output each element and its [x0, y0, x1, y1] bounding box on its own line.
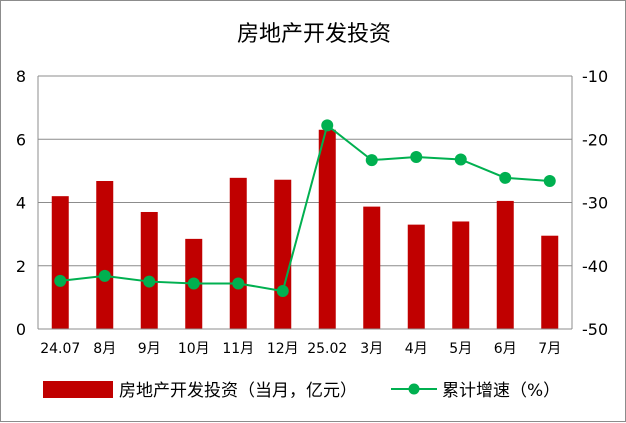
bar: [496, 200, 514, 329]
line-point: [410, 150, 423, 163]
bar: [452, 221, 470, 329]
x-axis-tick-label: 4月: [405, 341, 428, 357]
legend-line-label: 累计增速（%）: [442, 381, 560, 401]
bar: [140, 211, 158, 329]
legend-bar-label: 房地产开发投资（当月，亿元）: [119, 381, 357, 401]
legend-line-marker: [408, 383, 420, 395]
chart-title: 房地产开发投资: [237, 22, 391, 47]
line-point: [232, 277, 245, 290]
line-point: [365, 154, 378, 167]
axes: 0 2 4 6 8 -50 -40 -30 -20 -10 24.07 8月 9月 10月 11月 12月 25…: [16, 67, 608, 357]
left-axis-tick-label: 0: [16, 320, 26, 339]
line-point: [543, 174, 556, 187]
line-point: [321, 119, 334, 132]
right-axis-tick-label: -50: [582, 320, 608, 339]
bar: [541, 235, 559, 329]
left-axis-tick-label: 8: [16, 67, 26, 86]
x-axis-tick-label: 5月: [449, 341, 472, 357]
line-point: [276, 285, 289, 298]
right-axis-tick-label: -40: [582, 257, 608, 276]
right-axis-tick-label: -10: [582, 67, 608, 86]
x-axis-tick-label: 3月: [360, 341, 383, 357]
line-point: [499, 171, 512, 184]
right-axis-tick-label: -20: [582, 130, 608, 149]
x-axis-tick-label: 12月: [267, 341, 299, 357]
line-point: [143, 275, 156, 288]
x-axis-tick-label: 25.02: [307, 341, 347, 357]
x-axis-tick-label: 11月: [222, 341, 254, 357]
bar: [274, 179, 292, 329]
legend: 房地产开发投资（当月，亿元） 累计增速（%）: [43, 381, 560, 401]
bar-series: [51, 129, 559, 329]
x-axis-tick-label: 6月: [494, 341, 517, 357]
bar: [363, 206, 381, 329]
bar: [229, 177, 247, 329]
x-axis-tick-label: 8月: [93, 341, 116, 357]
bar: [51, 196, 69, 329]
x-axis-tick-label: 10月: [178, 341, 210, 357]
bar: [407, 224, 425, 329]
line-point: [54, 274, 67, 287]
x-axis-tick-label: 9月: [138, 341, 161, 357]
legend-bar-swatch: [43, 381, 113, 398]
left-axis-tick-label: 2: [16, 257, 26, 276]
bar: [318, 129, 336, 329]
x-axis-tick-label: 24.07: [40, 341, 80, 357]
right-axis-tick-label: -30: [582, 194, 608, 213]
line-series: [54, 119, 556, 298]
line-point: [98, 269, 111, 282]
x-axis-tick-label: 7月: [538, 341, 561, 357]
gridlines: [38, 75, 572, 267]
bar: [96, 180, 114, 329]
left-axis-tick-label: 4: [16, 194, 26, 213]
line-path: [60, 123, 550, 293]
line-point: [187, 277, 200, 290]
left-axis-tick-label: 6: [16, 130, 26, 149]
line-point: [454, 153, 467, 166]
